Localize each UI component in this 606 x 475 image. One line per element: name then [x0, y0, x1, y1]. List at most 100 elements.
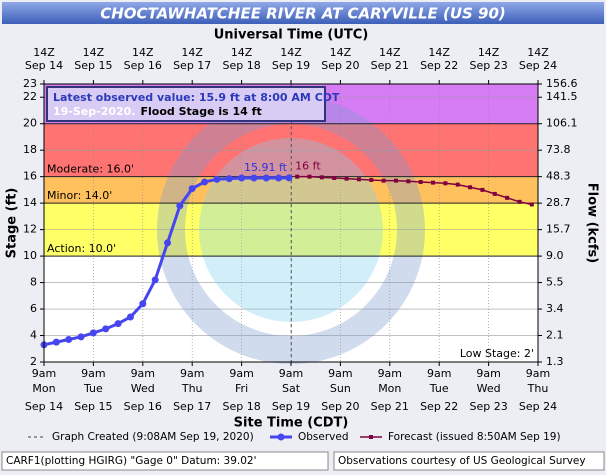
x-tick-label: 9am: [476, 367, 500, 380]
y2-tick-label: 106.1: [546, 117, 578, 130]
x2-tick-date: Sep 16: [124, 59, 162, 72]
observed-point: [151, 276, 159, 284]
forecast-point: [406, 179, 411, 184]
forecast-point: [529, 202, 534, 207]
info-flood-stage: Flood Stage is 14 ft: [141, 105, 262, 118]
x-tick-day: Sat: [282, 382, 301, 395]
x-tick-day: Tue: [83, 382, 103, 395]
observed-point: [225, 175, 233, 183]
x2-tick-label: 14Z: [478, 46, 500, 59]
top-axis-title: Universal Time (UTC): [214, 28, 369, 43]
forecast-point: [455, 182, 460, 187]
legend-label: Forecast (issued 8:50AM Sep 19): [388, 431, 561, 443]
x-tick-label: 9am: [427, 367, 451, 380]
forecast-point: [344, 176, 349, 181]
forecast-point: [356, 177, 361, 182]
x-tick-date: Sep 20: [321, 400, 359, 413]
forecast-annotation: 16 ft: [295, 160, 321, 173]
y2-tick-label: 1.3: [546, 355, 564, 368]
y2-axis-title: Flow (kcfs): [585, 183, 600, 263]
observed-point: [285, 174, 293, 182]
x2-tick-label: 14Z: [280, 46, 302, 59]
y-axis-title: Stage (ft): [5, 188, 20, 259]
x2-tick-date: Sep 17: [173, 59, 211, 72]
forecast-point: [492, 191, 497, 196]
observed-point: [114, 320, 122, 328]
forecast-point: [468, 185, 473, 190]
x2-tick-date: Sep 15: [74, 59, 112, 72]
observed-point: [238, 174, 246, 182]
legend-label: Observed: [298, 431, 349, 443]
y2-tick-label: 2.1: [546, 329, 564, 342]
observed-annotation: 15.91 ft: [244, 161, 288, 174]
y-tick-label: 10: [23, 249, 37, 262]
x-tick-label: 9am: [526, 367, 550, 380]
forecast-point: [505, 195, 510, 200]
x2-tick-date: Sep 24: [519, 59, 557, 72]
observed-point: [126, 313, 134, 321]
x-tick-date: Sep 21: [371, 400, 409, 413]
y-tick-label: 6: [30, 302, 37, 315]
observed-point: [275, 174, 283, 182]
x-tick-date: Sep 24: [519, 400, 557, 413]
y-tick-label: 20: [23, 117, 37, 130]
x-tick-label: 9am: [32, 367, 56, 380]
y-tick-label: 14: [23, 196, 37, 209]
forecast-point: [369, 177, 374, 182]
observed-point: [102, 325, 110, 333]
y2-tick-label: 156.6: [546, 77, 578, 90]
info-date: 19-Sep-2020.: [53, 105, 136, 118]
legend-swatch-dot: [277, 433, 285, 441]
y-tick-label: 2: [30, 355, 37, 368]
observed-point: [201, 178, 209, 186]
x-tick-day: Mon: [378, 382, 401, 395]
forecast-point: [295, 174, 300, 179]
info-box: [46, 86, 326, 122]
observed-point: [77, 333, 85, 341]
x-tick-label: 9am: [279, 367, 303, 380]
forecast-line: [297, 175, 532, 206]
info-line1: Latest observed value: 15.9 ft at 8:00 A…: [53, 91, 340, 104]
observed-point: [213, 175, 221, 183]
y-tick-label: 22: [23, 90, 37, 103]
observed-point: [52, 338, 60, 346]
x2-tick-label: 14Z: [527, 46, 549, 59]
observed-point: [164, 239, 171, 247]
x-tick-label: 9am: [229, 367, 253, 380]
forecast-point: [431, 180, 436, 185]
x2-tick-label: 14Z: [181, 46, 203, 59]
plot-frame: [43, 83, 539, 363]
x2-tick-date: Sep 20: [321, 59, 359, 72]
x-tick-date: Sep 22: [420, 400, 458, 413]
x2-tick-label: 14Z: [132, 46, 154, 59]
x-tick-date: Sep 14: [25, 400, 63, 413]
x-tick-day: Thu: [181, 382, 203, 395]
x-tick-date: Sep 15: [74, 400, 112, 413]
x2-tick-label: 14Z: [231, 46, 253, 59]
x-tick-label: 9am: [81, 367, 105, 380]
y-tick-label: 18: [23, 143, 37, 156]
x2-tick-date: Sep 18: [222, 59, 260, 72]
chart-title: CHOCTAWHATCHEE RIVER AT CARYVILLE (US 90…: [100, 5, 506, 23]
y2-tick-label: 3.4: [546, 302, 564, 315]
forecast-point: [443, 181, 448, 186]
forecast-point: [517, 199, 522, 204]
x-tick-day: Wed: [131, 382, 155, 395]
x-tick-day: Mon: [32, 382, 55, 395]
y-tick-label: 23: [23, 77, 37, 90]
flood-label: Moderate: 16.0': [47, 163, 134, 176]
observed-point: [250, 174, 258, 182]
x2-tick-date: Sep 14: [25, 59, 63, 72]
legend-created: Graph Created (9:08AM Sep 19, 2020): [52, 431, 254, 443]
forecast-point: [418, 179, 423, 184]
observed-point: [176, 202, 184, 210]
forecast-point: [381, 178, 386, 183]
x-tick-label: 9am: [180, 367, 204, 380]
observed-point: [139, 300, 147, 308]
footer-right: Observations courtesy of US Geological S…: [338, 455, 586, 467]
forecast-point: [332, 175, 337, 180]
footer-left: CARF1(plotting HGIRG) "Gage 0" Datum: 39…: [6, 455, 257, 467]
forecast-point: [307, 174, 312, 179]
y2-tick-label: 48.3: [546, 170, 571, 183]
